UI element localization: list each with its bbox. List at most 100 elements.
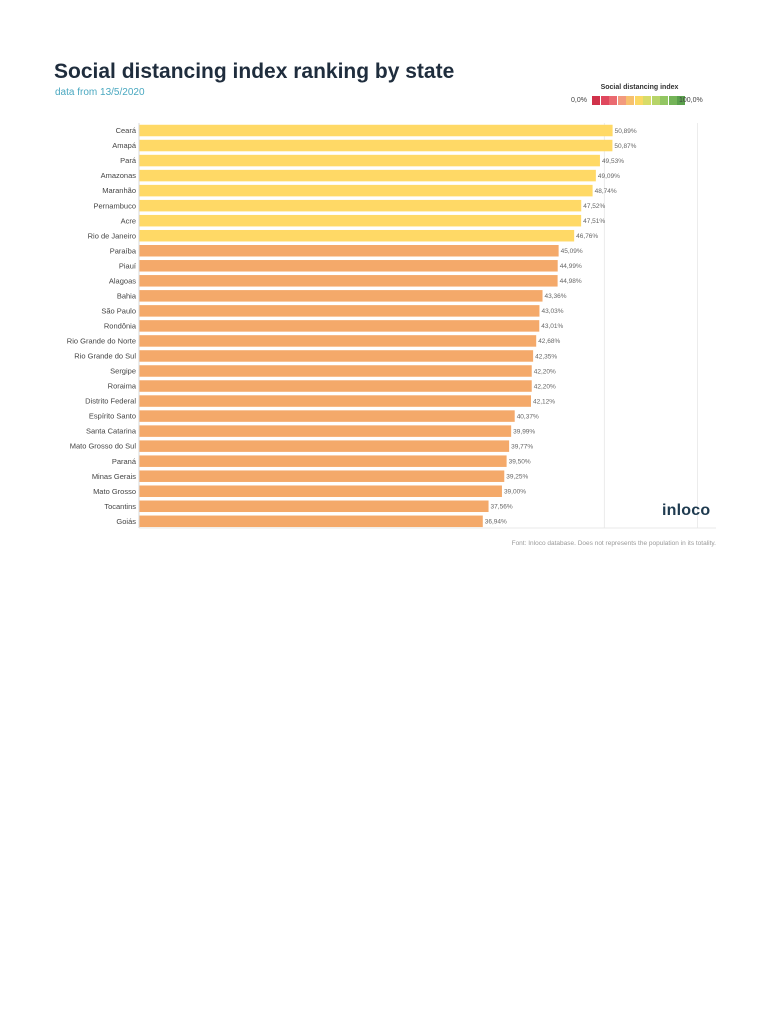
color-legend: Social distancing index 0,0% 100,0% <box>568 84 718 110</box>
value-label: 39,50% <box>509 458 531 465</box>
legend-max-label: 100,0% <box>679 97 703 104</box>
bar <box>139 515 483 528</box>
value-label: 50,89% <box>615 128 637 135</box>
category-label: Maranhão <box>102 186 136 195</box>
bar <box>139 320 540 332</box>
legend-swatch <box>668 96 677 105</box>
legend-swatch <box>609 96 617 105</box>
category-label: Alagoas <box>109 276 136 285</box>
category-label: Pernambuco <box>93 201 136 210</box>
value-label: 39,99% <box>513 428 535 435</box>
chart-title: Social distancing index ranking by state <box>54 60 455 83</box>
bar <box>139 470 505 482</box>
bar <box>139 290 543 302</box>
bar <box>139 260 558 272</box>
chart-subtitle: data from 13/5/2020 <box>55 87 145 98</box>
bar <box>139 455 507 467</box>
value-label: 39,00% <box>504 489 526 496</box>
category-label: Rondônia <box>104 322 137 331</box>
category-label: Sergipe <box>110 367 136 376</box>
category-label: Bahia <box>117 291 137 300</box>
value-label: 42,20% <box>534 368 556 375</box>
bar <box>139 500 489 513</box>
category-label: Pará <box>120 156 137 165</box>
legend-swatch <box>651 96 660 105</box>
bar <box>139 245 559 257</box>
category-label: Paraíba <box>110 246 137 255</box>
legend-color-scale <box>592 96 686 105</box>
value-label: 43,03% <box>541 308 563 315</box>
bar <box>139 440 510 452</box>
value-label: 47,51% <box>583 218 605 225</box>
legend-min-label: 0,0% <box>571 97 587 104</box>
grid-layer <box>138 123 716 529</box>
value-label: 37,56% <box>491 504 513 511</box>
bar-chart: Ceará 50,89% Amapá 50,87% Pará 49,53% Amazonas… <box>67 123 716 529</box>
category-label: Roraima <box>108 382 137 391</box>
bar <box>139 184 593 197</box>
value-label: 42,68% <box>538 338 560 345</box>
value-label: 49,53% <box>602 158 624 165</box>
value-label: 43,36% <box>545 293 567 300</box>
bar <box>139 275 558 287</box>
brand-logo: inloco <box>662 502 711 519</box>
value-label: 40,37% <box>517 413 539 420</box>
value-label: 39,77% <box>511 443 533 450</box>
legend-swatch <box>626 96 634 105</box>
bar <box>139 199 582 212</box>
category-label: Acre <box>121 216 136 225</box>
category-label: Mato Grosso do Sul <box>70 442 137 451</box>
bar <box>139 214 582 227</box>
category-label: São Paulo <box>101 306 136 315</box>
legend-swatch <box>660 96 668 105</box>
bar <box>139 335 537 347</box>
value-label: 46,76% <box>576 233 598 240</box>
source-footnote: Font: Inloco database. Does not represen… <box>511 540 716 547</box>
category-label: Piauí <box>119 261 137 270</box>
category-label: Amazonas <box>101 171 137 180</box>
category-label: Goiás <box>116 517 136 526</box>
value-label: 42,20% <box>534 383 556 390</box>
value-label: 44,98% <box>560 278 582 285</box>
value-label: 42,35% <box>535 353 557 360</box>
category-label: Paraná <box>112 457 137 466</box>
bar <box>139 124 613 137</box>
value-label: 47,52% <box>583 203 605 210</box>
value-label: 39,25% <box>506 474 528 481</box>
category-label: Amapá <box>112 141 137 150</box>
value-label: 49,09% <box>598 173 620 180</box>
legend-title: Social distancing index <box>600 84 679 91</box>
category-label: Rio de Janeiro <box>88 231 136 240</box>
bar <box>139 395 531 407</box>
value-label: 50,87% <box>614 143 636 150</box>
category-label: Rio Grande do Norte <box>67 337 136 346</box>
value-label: 45,09% <box>561 248 583 255</box>
category-label: Mato Grosso <box>93 487 136 496</box>
value-label: 48,74% <box>595 188 617 195</box>
value-label: 36,94% <box>485 519 507 526</box>
legend-swatch <box>643 96 651 105</box>
category-label: Tocantins <box>104 502 136 511</box>
bar <box>139 305 540 317</box>
category-label: Ceará <box>116 126 137 135</box>
category-label: Rio Grande do Sul <box>74 352 136 361</box>
bar <box>139 169 596 182</box>
legend-swatch <box>600 96 609 105</box>
category-label: Espírito Santo <box>89 412 136 421</box>
legend-swatch <box>634 96 643 105</box>
category-label: Minas Gerais <box>92 472 136 481</box>
value-label: 43,01% <box>541 323 563 330</box>
value-label: 44,99% <box>560 263 582 270</box>
bar <box>139 365 532 377</box>
bars-layer: Ceará 50,89% Amapá 50,87% Pará 49,53% Amazonas… <box>67 124 637 528</box>
legend-swatch <box>677 96 685 105</box>
bar <box>139 229 575 242</box>
legend-swatch <box>617 96 626 105</box>
value-label: 42,12% <box>533 398 555 405</box>
bar <box>139 485 502 497</box>
legend-swatch <box>592 96 600 105</box>
category-label: Santa Catarina <box>86 427 137 436</box>
bar <box>139 410 515 422</box>
bar <box>139 380 532 392</box>
bar <box>139 154 600 167</box>
